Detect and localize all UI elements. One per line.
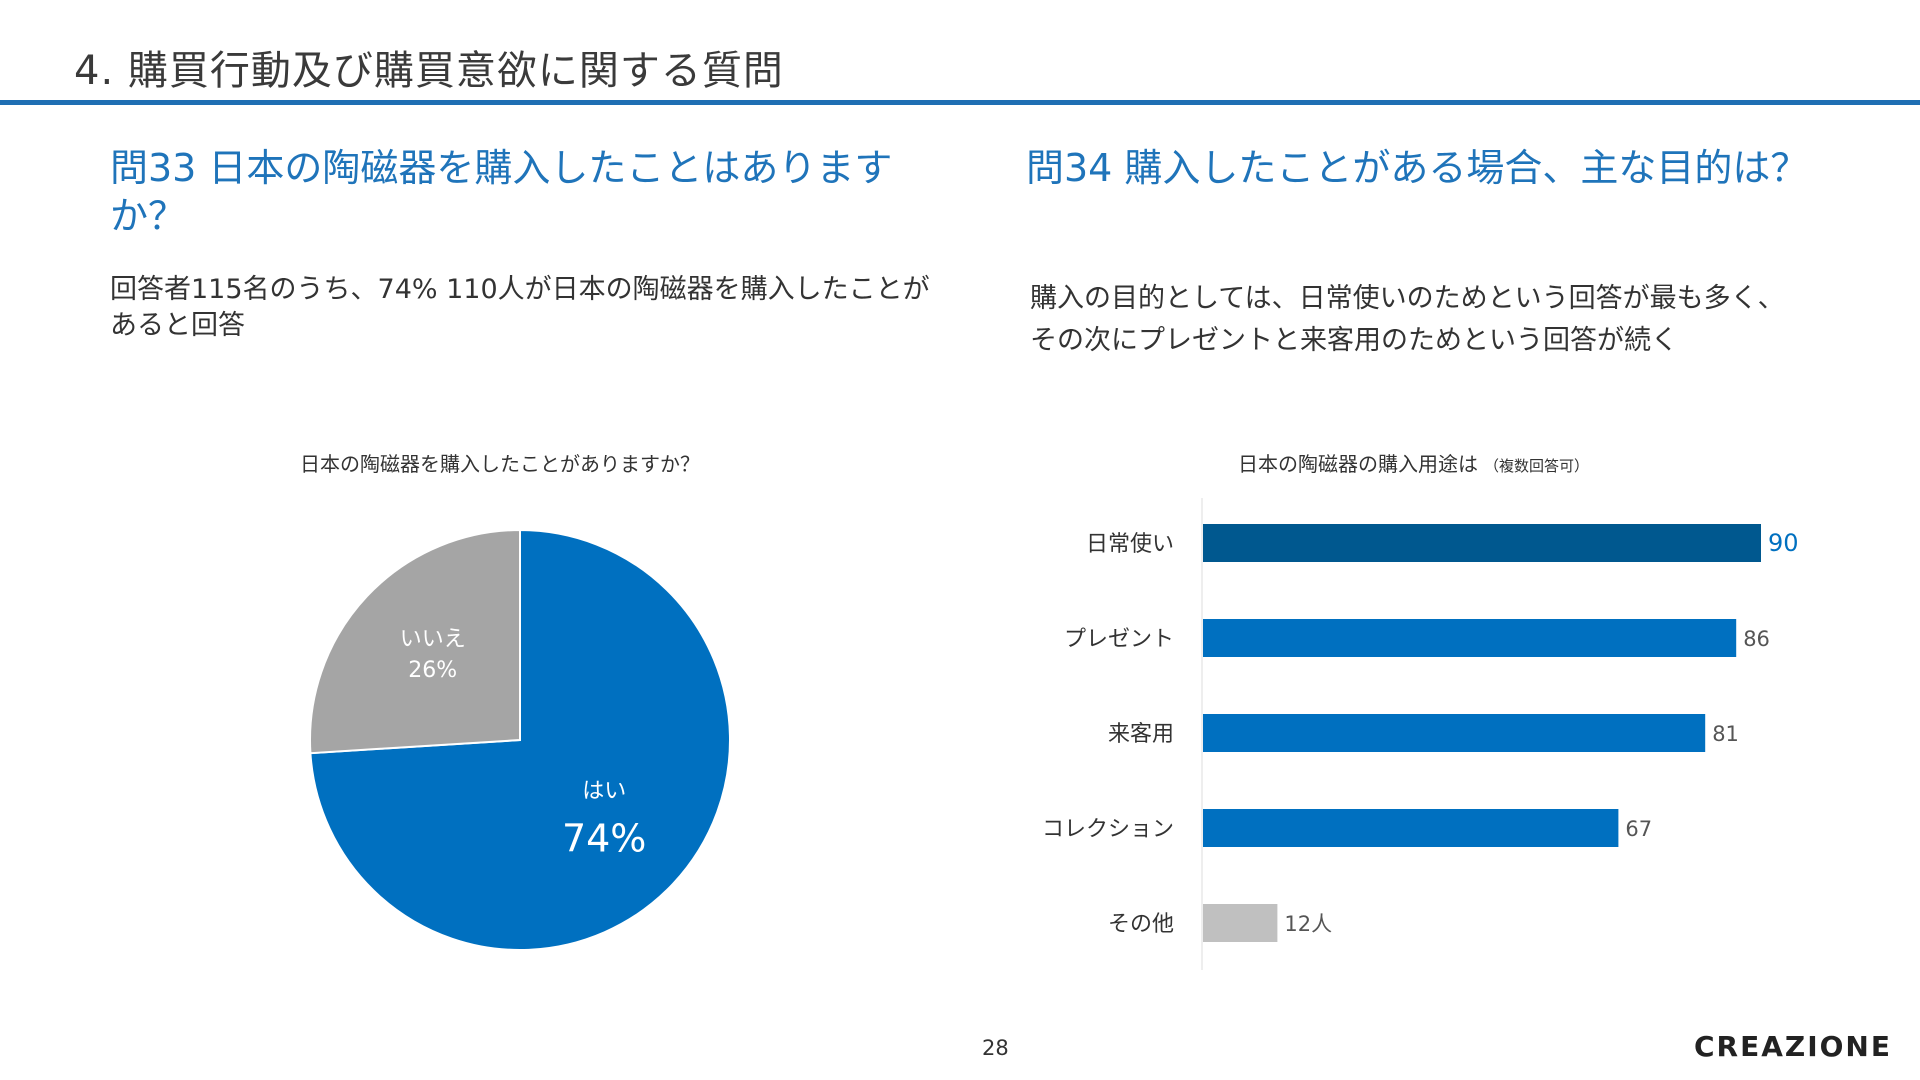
bar <box>1203 904 1278 942</box>
bar-chart: 日常使い 90 プレゼント 86 来客用 81 コレクション 67 その他 12人 <box>1042 498 1799 970</box>
q33-heading: 問33 日本の陶磁器を購入したことはありますか？ <box>110 146 893 238</box>
bar <box>1203 714 1706 752</box>
bar-chart-title-main: 日本の陶磁器の購入用途は <box>1238 452 1478 476</box>
bar <box>1203 809 1619 847</box>
q33-description: 回答者115名のうち、74% 110人が日本の陶磁器を購入したことがあると回答 <box>110 274 930 341</box>
q34-heading: 問34 購入したことがある場合、主な目的は？ <box>1026 146 1809 190</box>
bar-value-label: 90 <box>1768 529 1799 557</box>
bar-chart-title: 日本の陶磁器の購入用途は （複数回答可） <box>1238 448 1589 477</box>
brand-logo: CREAZIONE <box>1694 1030 1892 1063</box>
bar-category-label: 日常使い <box>1086 532 1174 557</box>
bar-value-label: 81 <box>1712 722 1739 746</box>
title-divider <box>0 100 1920 105</box>
q34-description: 購入の目的としては、日常使いのためという回答が最も多く、 その次にプレゼントと来… <box>1030 278 1890 362</box>
pie-chart-title: 日本の陶磁器を購入したことがありますか？ <box>300 452 700 476</box>
pie-slice-value-label: 74% <box>562 816 646 860</box>
slide-title: 4. 購買行動及び購買意欲に関する質問 <box>74 48 784 94</box>
page-number: 28 <box>982 1036 1009 1060</box>
bar-category-label: 来客用 <box>1108 722 1174 747</box>
bar-category-label: プレゼント <box>1064 627 1174 652</box>
bar-category-label: コレクション <box>1042 817 1174 842</box>
bar-value-label: 12人 <box>1284 912 1332 936</box>
bar-value-label: 67 <box>1625 817 1652 841</box>
bar-category-label: その他 <box>1108 912 1174 937</box>
q34-description-line2: その次にプレゼントと来客用のためという回答が続く <box>1030 325 1678 356</box>
q34-description-line1: 購入の目的としては、日常使いのためという回答が最も多く、 <box>1030 283 1785 314</box>
bar-chart-subtitle: （複数回答可） <box>1484 457 1590 475</box>
pie-slice-label: はい <box>582 779 626 804</box>
pie-slice-no <box>309 528 521 755</box>
bar <box>1203 524 1761 562</box>
pie-slice-value-label: 26% <box>408 658 457 683</box>
bar-value-label: 86 <box>1743 627 1770 651</box>
pie-chart: はい 74% いいえ 26% <box>309 528 731 951</box>
bar <box>1203 619 1737 657</box>
pie-slice-label: いいえ <box>400 627 466 652</box>
